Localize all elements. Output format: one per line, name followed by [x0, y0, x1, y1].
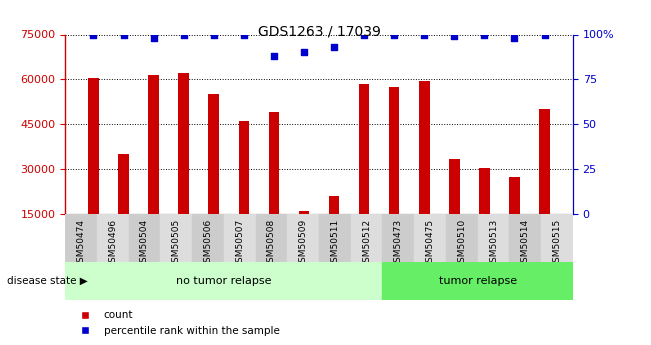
Point [178, 32, 189, 37]
Text: tumor relapse: tumor relapse [439, 276, 517, 286]
Point [118, 32, 129, 37]
Bar [479, 168, 490, 259]
Bar [299, 211, 309, 259]
Text: GSM50496: GSM50496 [108, 219, 117, 268]
Text: GSM50514: GSM50514 [521, 219, 530, 268]
Bar [351, 214, 383, 262]
Bar [382, 214, 414, 262]
Bar [238, 121, 249, 259]
Bar [224, 214, 255, 262]
Bar [208, 94, 219, 259]
Bar [65, 214, 97, 262]
Bar [419, 81, 430, 259]
Bar [129, 214, 160, 262]
Bar [478, 214, 509, 262]
Legend: count, percentile rank within the sample: count, percentile rank within the sample [70, 306, 284, 340]
Point [479, 32, 490, 37]
Bar [269, 112, 279, 259]
Text: GSM50506: GSM50506 [203, 219, 212, 268]
Bar [414, 214, 446, 262]
Bar [255, 214, 287, 262]
Bar [287, 214, 319, 262]
Point [419, 32, 430, 37]
Text: disease state ▶: disease state ▶ [7, 276, 87, 286]
Bar [359, 84, 369, 259]
Bar [382, 262, 573, 300]
Point [148, 35, 159, 41]
Bar [541, 214, 573, 262]
Point [509, 35, 519, 41]
Text: GSM50512: GSM50512 [362, 219, 371, 268]
Point [269, 53, 279, 59]
Text: no tumor relapse: no tumor relapse [176, 276, 271, 286]
Bar [446, 214, 478, 262]
Bar [509, 177, 519, 259]
Text: GSM50508: GSM50508 [267, 219, 276, 268]
Point [239, 32, 249, 37]
Text: GSM50510: GSM50510 [457, 219, 466, 268]
Bar [510, 214, 541, 262]
Text: GSM50505: GSM50505 [172, 219, 181, 268]
Bar [389, 87, 400, 259]
Bar [329, 196, 339, 259]
Bar [118, 154, 129, 259]
Bar [192, 214, 224, 262]
Text: GDS1263 / 17039: GDS1263 / 17039 [258, 24, 380, 38]
Point [389, 32, 399, 37]
Point [89, 32, 99, 37]
Text: GSM50513: GSM50513 [489, 219, 498, 268]
Text: GSM50504: GSM50504 [140, 219, 149, 268]
Bar [319, 214, 351, 262]
Point [299, 50, 309, 55]
Point [539, 32, 549, 37]
Bar [178, 73, 189, 259]
Bar [65, 262, 382, 300]
Text: GSM50509: GSM50509 [299, 219, 308, 268]
Point [449, 33, 460, 39]
Point [208, 32, 219, 37]
Point [329, 44, 339, 50]
Text: GSM50473: GSM50473 [394, 219, 403, 268]
Point [359, 32, 369, 37]
Bar [88, 78, 99, 259]
Bar [160, 214, 192, 262]
Bar [449, 159, 460, 259]
Text: GSM50515: GSM50515 [553, 219, 562, 268]
Text: GSM50511: GSM50511 [330, 219, 339, 268]
Bar [97, 214, 128, 262]
Text: GSM50474: GSM50474 [76, 219, 85, 268]
Text: GSM50507: GSM50507 [235, 219, 244, 268]
Bar [539, 109, 550, 259]
Text: GSM50475: GSM50475 [426, 219, 435, 268]
Bar [148, 75, 159, 259]
